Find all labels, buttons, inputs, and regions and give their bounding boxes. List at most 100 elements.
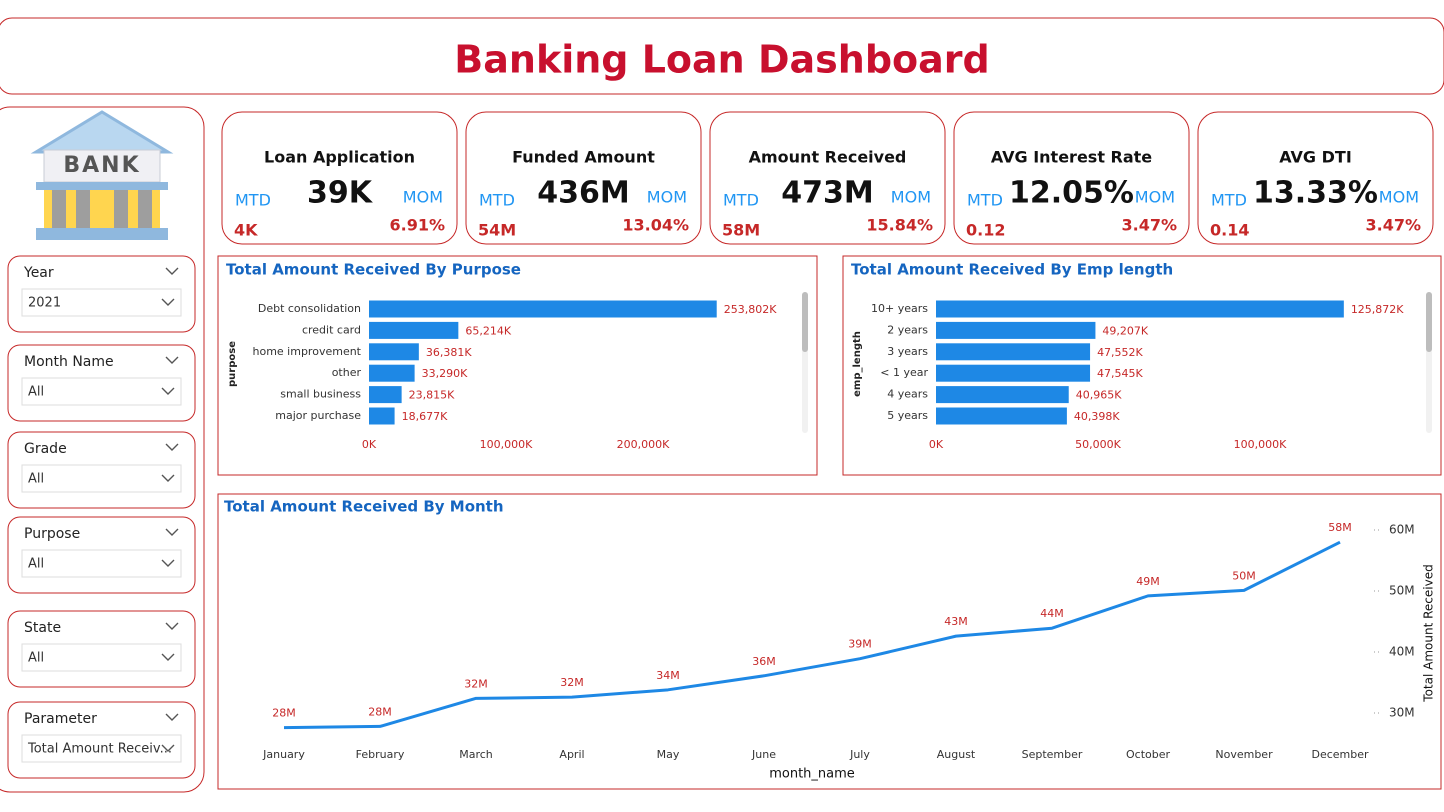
bar [936,364,1091,382]
chevron-icon [161,474,175,482]
bar-value-label: 49,207K [1102,324,1148,337]
bar-value-label: 47,545K [1097,367,1143,380]
chevron-icon [165,356,179,364]
chevron-icon [161,744,175,752]
kpi-mtd-label: MTD [1211,191,1247,210]
y-axis-title: emp_length [852,331,863,397]
x-tick-label: 100,000K [480,438,533,451]
y-tick-label: 60M [1389,523,1415,537]
x-tick-label: October [1126,748,1170,761]
bar [936,300,1344,318]
bar [369,343,419,361]
kpi-card [953,111,1190,245]
kpi-title: Amount Received [749,148,907,167]
category-label: 2 years [887,323,928,336]
kpi-card [221,111,458,245]
kpi-mom-label: MOM [891,188,931,207]
bar [936,343,1091,361]
y-axis-title: Total Amount Received [1422,564,1436,702]
kpi-title: AVG Interest Rate [991,148,1152,167]
filter-selection: 2021 [28,296,61,311]
filter-label: Purpose [24,526,80,542]
chevron-icon [165,713,179,721]
chevron-icon [161,298,175,306]
kpi-mom-value: 3.47% [1121,216,1177,235]
category-label: 5 years [887,409,928,422]
filter-dropdown[interactable] [21,464,182,493]
point-value-label: 32M [464,677,488,690]
x-tick-label: August [937,748,976,761]
bar [369,300,717,318]
filter-dropdown[interactable] [21,549,182,578]
category-label: other [332,366,362,379]
point-value-label: 50M [1232,569,1256,582]
x-tick-label: February [356,748,405,761]
x-tick-label: March [459,748,493,761]
kpi-mom-label: MOM [647,188,687,207]
filter-dropdown[interactable] [21,643,182,672]
x-tick-label: July [849,748,870,761]
kpi-mom-label: MOM [403,188,443,207]
category-label: < 1 year [880,366,928,379]
bar [936,321,1096,339]
chevron-icon [161,653,175,661]
category-label: 10+ years [871,302,928,315]
kpi-mtd-value: 54M [478,221,516,240]
bar-value-label: 125,872K [1351,303,1404,316]
kpi-mtd-label: MTD [723,191,759,210]
point-value-label: 49M [1136,575,1160,588]
filter-label: Parameter [24,711,97,727]
x-tick-label: November [1215,748,1273,761]
filter-selection: All [28,472,44,487]
point-value-label: 44M [1040,607,1064,620]
filter-label: Year [23,265,54,281]
x-tick-label: 0K [362,438,377,451]
chevron-icon [165,267,179,275]
bar [369,321,459,339]
kpi-value: 12.05% [1009,176,1134,211]
kpi-title: Loan Application [264,148,415,167]
kpi-mtd-label: MTD [235,191,271,210]
x-tick-label: May [657,748,680,761]
x-axis-title: month_name [769,767,855,782]
kpi-value: 473M [781,176,873,211]
chevron-icon [165,622,179,630]
kpi-card [465,111,702,245]
x-tick-label: September [1022,748,1083,761]
filter-selection: All [28,385,44,400]
filter-label: Grade [24,441,67,457]
chart-title: Total Amount Received By Month [224,498,504,516]
kpi-title: Funded Amount [512,148,655,167]
bar [369,407,395,425]
scrollbar-thumb [802,292,808,352]
dashboard-title: Banking Loan Dashboard [454,38,989,82]
filter-dropdown[interactable] [21,288,182,317]
chevron-icon [161,559,175,567]
kpi-mtd-value: 0.12 [966,221,1005,240]
scrollbar-thumb [1426,292,1432,352]
kpi-mtd-value: 4K [234,221,258,240]
x-tick-label: 200,000K [617,438,670,451]
x-tick-label: December [1311,748,1369,761]
y-axis-title: purpose [227,341,238,387]
category-label: major purchase [275,409,361,422]
filter-label: Month Name [24,354,114,370]
kpi-mom-value: 6.91% [389,216,445,235]
kpi-mtd-label: MTD [967,191,1003,210]
x-tick-label: 50,000K [1075,438,1121,451]
filter-dropdown[interactable] [21,377,182,406]
chevron-icon [161,387,175,395]
bar [369,364,415,382]
chart-title: Total Amount Received By Purpose [226,261,521,279]
kpi-value: 13.33% [1253,176,1378,211]
bar-value-label: 33,290K [422,367,468,380]
point-value-label: 58M [1328,521,1352,534]
bar [936,407,1067,425]
bar [936,386,1069,404]
y-tick-label: 50M [1389,584,1415,598]
filter-dropdown[interactable] [21,734,182,763]
x-tick-label: January [262,748,305,761]
line-series [283,540,1341,730]
kpi-value: 39K [307,176,374,211]
